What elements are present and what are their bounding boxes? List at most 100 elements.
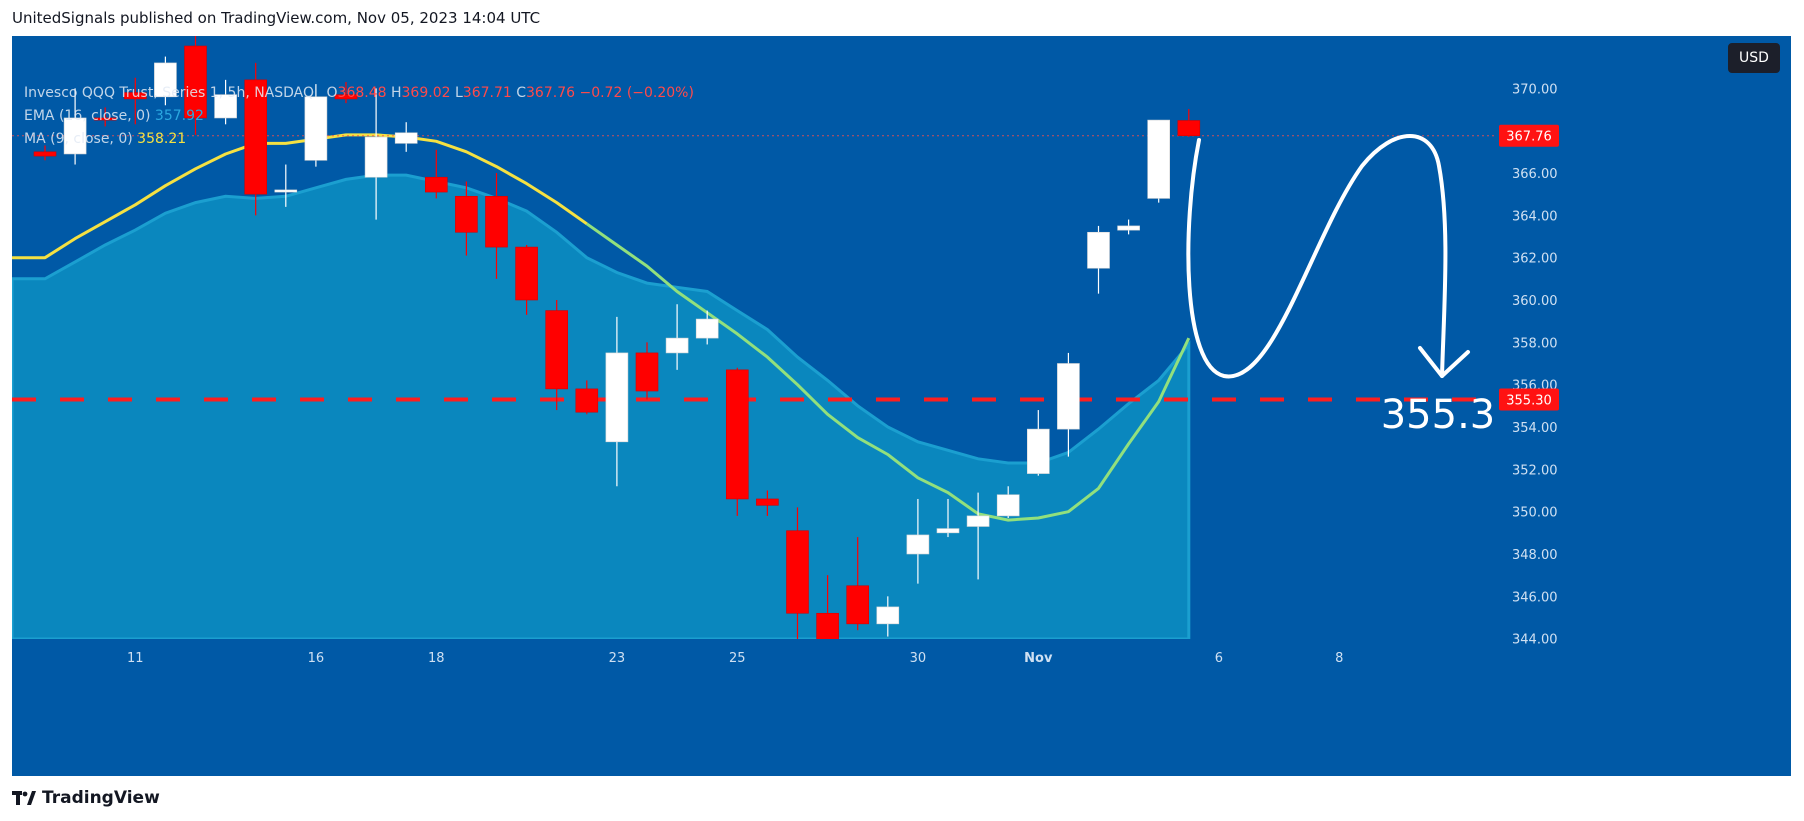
price-axis[interactable]: 344.00346.00348.00350.00352.00354.00356.… bbox=[1497, 36, 1791, 776]
candle-body bbox=[63, 117, 87, 155]
candles-layer bbox=[33, 36, 1201, 669]
legend-ma-row[interactable]: MA (9, close, 0) 358.21 bbox=[24, 128, 694, 151]
price-tick-label: 358.00 bbox=[1512, 336, 1558, 351]
candle-28[interactable] bbox=[876, 596, 900, 637]
candle-6[interactable] bbox=[214, 79, 237, 125]
candle-8[interactable] bbox=[274, 164, 298, 207]
chart-legend: Invesco QQQ Trust, Series 1, 5h, NASDAQ … bbox=[24, 82, 694, 151]
candle-body bbox=[695, 318, 719, 339]
price-tick-label: 352.00 bbox=[1512, 463, 1558, 478]
candle-body bbox=[364, 136, 388, 178]
candle-15[interactable] bbox=[485, 173, 508, 279]
time-tick-label: 8 bbox=[1335, 651, 1343, 666]
candle-35[interactable] bbox=[1087, 225, 1110, 294]
candle-10[interactable] bbox=[334, 81, 358, 104]
time-axis-bg[interactable] bbox=[12, 639, 1497, 673]
candle-31[interactable] bbox=[966, 492, 990, 580]
candle-37[interactable] bbox=[1147, 119, 1170, 203]
time-tick-label: Nov bbox=[1024, 651, 1053, 666]
candle-9[interactable] bbox=[304, 84, 328, 167]
candle-17[interactable] bbox=[545, 300, 569, 411]
ma-line-early bbox=[12, 133, 588, 260]
candle-body bbox=[906, 534, 930, 555]
candle-body bbox=[394, 132, 418, 144]
legend-symbol-row: Invesco QQQ Trust, Series 1, 5h, NASDAQ … bbox=[24, 82, 694, 105]
candle-3[interactable] bbox=[124, 77, 147, 125]
forecast-arrow-path[interactable] bbox=[1186, 134, 1448, 379]
open-value: 368.48 bbox=[337, 85, 387, 101]
last-price-tag[interactable]: 367.76 bbox=[1499, 124, 1559, 147]
candle-13[interactable] bbox=[424, 149, 448, 199]
candle-body bbox=[846, 585, 870, 625]
candle-34[interactable] bbox=[1057, 352, 1080, 457]
candle-19[interactable] bbox=[605, 316, 629, 487]
forecast-arrow-head bbox=[1418, 346, 1470, 378]
candle-4[interactable] bbox=[154, 56, 177, 106]
candle-14[interactable] bbox=[455, 181, 478, 256]
price-tick-label: 350.00 bbox=[1512, 506, 1558, 521]
candle-32[interactable] bbox=[996, 486, 1020, 519]
candle-body bbox=[605, 352, 629, 443]
candle-20[interactable] bbox=[635, 342, 659, 400]
candle-body bbox=[936, 528, 960, 534]
candle-body bbox=[304, 96, 328, 161]
time-tick-label: 25 bbox=[729, 651, 746, 666]
candle-body bbox=[485, 195, 508, 248]
candle-body bbox=[575, 388, 599, 413]
candle-11[interactable] bbox=[364, 88, 388, 220]
candle-body bbox=[1117, 225, 1140, 231]
low-label: L bbox=[454, 85, 463, 101]
candle-33[interactable] bbox=[1026, 410, 1050, 476]
close-value: 367.76 bbox=[526, 85, 576, 101]
candle-36[interactable] bbox=[1117, 219, 1140, 235]
change-value: −0.72 (−0.20%) bbox=[579, 85, 694, 101]
candle-30[interactable] bbox=[936, 498, 960, 538]
candle-body bbox=[545, 310, 569, 390]
ema-area-layer bbox=[12, 173, 1191, 641]
candle-body bbox=[725, 369, 749, 500]
candle-24[interactable] bbox=[756, 490, 779, 516]
ema-area bbox=[12, 173, 1191, 641]
candle-16[interactable] bbox=[515, 244, 538, 315]
candle-body bbox=[1057, 363, 1080, 430]
candle-body bbox=[33, 151, 57, 157]
ema-value: 357.92 bbox=[154, 108, 204, 124]
price-tick-label: 344.00 bbox=[1512, 633, 1558, 648]
candle-12[interactable] bbox=[394, 122, 418, 152]
candle-body bbox=[966, 515, 990, 527]
time-tick-label: 11 bbox=[127, 651, 144, 666]
price-tick-label: 362.00 bbox=[1512, 252, 1558, 267]
candle-27[interactable] bbox=[846, 537, 870, 631]
candle-23[interactable] bbox=[725, 367, 749, 516]
candle-body bbox=[214, 94, 237, 119]
legend-ema-row[interactable]: EMA (16, close, 0) 357.92 bbox=[24, 105, 694, 128]
chart-pane[interactable]: 355.3 344.00 346.00 348.00 350.00 352.00 354.… bbox=[12, 36, 1791, 776]
candle-21[interactable] bbox=[665, 304, 689, 370]
level-price-tag[interactable]: 355.30 bbox=[1499, 388, 1559, 411]
price-tick-label: 354.00 bbox=[1512, 421, 1558, 436]
symbol-name[interactable]: Invesco QQQ Trust, Series 1, 5h, NASDAQ bbox=[24, 85, 315, 101]
currency-button[interactable]: USD bbox=[1728, 43, 1780, 73]
ma-line-layer bbox=[12, 133, 1191, 522]
price-chart[interactable]: 355.3 344.00 346.00 348.00 350.00 352.00 354.… bbox=[12, 36, 1791, 776]
candle-2[interactable] bbox=[93, 107, 117, 127]
candle-29[interactable] bbox=[906, 498, 930, 584]
candle-22[interactable] bbox=[695, 310, 719, 345]
candle-0[interactable] bbox=[33, 145, 57, 161]
candle-1[interactable] bbox=[63, 88, 87, 165]
candle-body bbox=[455, 195, 478, 233]
price-tick-label: 370.00 bbox=[1512, 82, 1558, 97]
candle-body bbox=[876, 606, 900, 625]
candle-7[interactable] bbox=[244, 62, 267, 216]
candle-5[interactable] bbox=[184, 36, 207, 135]
candle-body bbox=[996, 494, 1020, 517]
candle-18[interactable] bbox=[575, 380, 599, 415]
candle-38[interactable] bbox=[1177, 109, 1201, 137]
last-price-tag-text: 367.76 bbox=[1506, 130, 1552, 145]
candle-26[interactable] bbox=[816, 575, 839, 648]
candle-body bbox=[93, 117, 117, 121]
time-axis[interactable]: 11 16 18 23 25 30 Nov 6 8 bbox=[12, 639, 1497, 673]
ma-line-late bbox=[585, 222, 1191, 522]
high-value: 369.02 bbox=[401, 85, 451, 101]
tradingview-logo[interactable]: TradingView bbox=[12, 788, 160, 808]
